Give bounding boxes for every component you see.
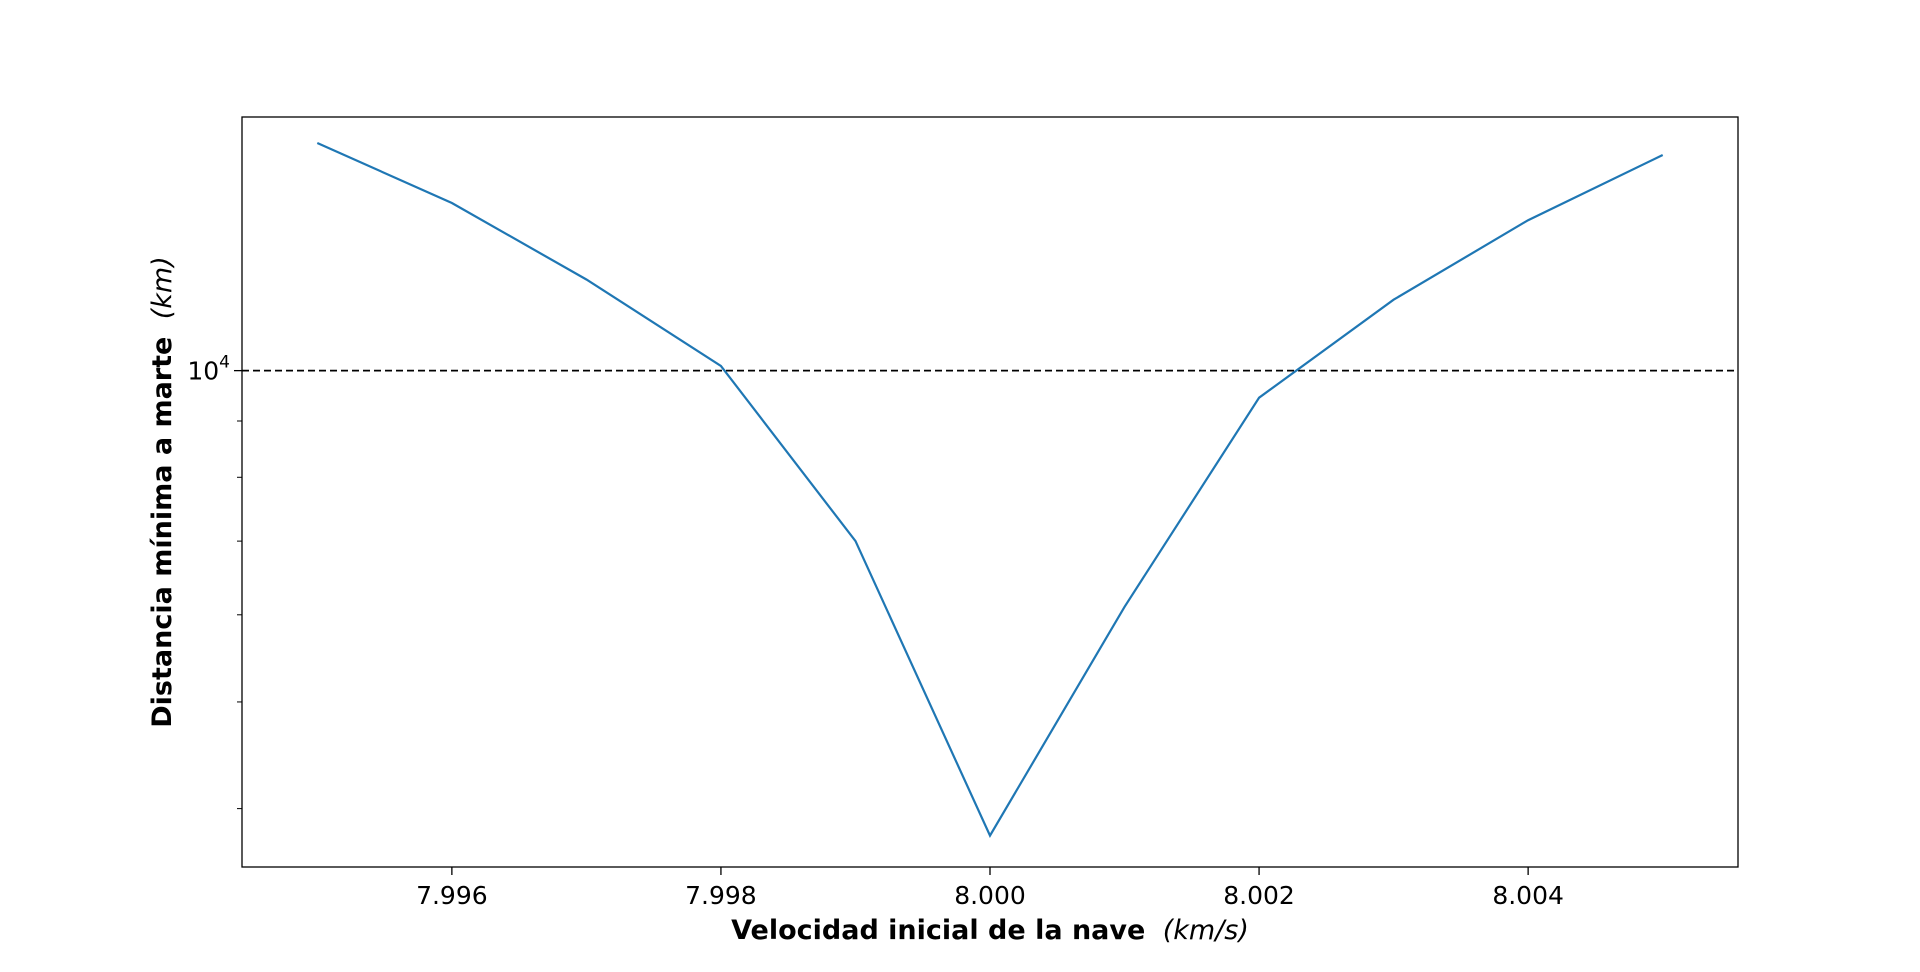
x-tick-label: 8.002 — [1223, 881, 1295, 910]
y-axis-label: Distancia mínima a marte (km) — [147, 256, 178, 728]
y-tick-base: 10 — [187, 357, 219, 386]
series-line-0 — [317, 143, 1662, 836]
axis-ticks: 7.996 7.998 8.000 8.002 8.004 104 — [187, 353, 1564, 910]
x-tick-label: 8.004 — [1492, 881, 1564, 910]
x-axis-label: Velocidad inicial de la nave (km/s) — [731, 915, 1249, 946]
y-tick-exponent: 4 — [219, 353, 230, 373]
x-tick-label: 8.000 — [954, 881, 1026, 910]
x-tick-label: 7.998 — [685, 881, 757, 910]
y-axis-title: Distancia mínima a marte — [147, 337, 178, 728]
y-tick-label: 104 — [187, 353, 230, 386]
y-axis-unit: (km) — [147, 256, 178, 319]
x-tick-label: 7.996 — [416, 881, 488, 910]
x-axis-title: Velocidad inicial de la nave — [731, 915, 1145, 946]
plot-area — [242, 117, 1738, 867]
x-axis-unit: (km/s) — [1163, 915, 1249, 946]
